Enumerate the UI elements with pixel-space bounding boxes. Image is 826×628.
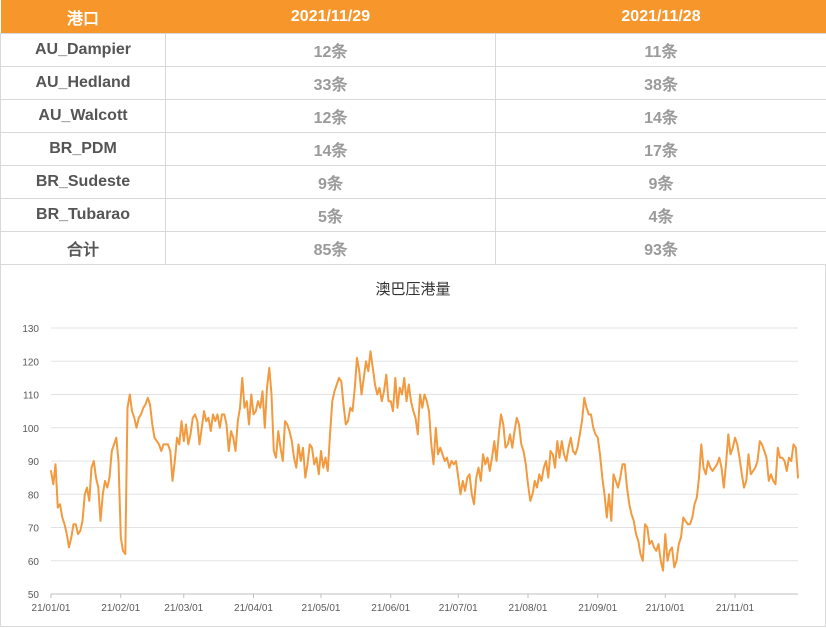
header-port: 港口: [0, 0, 166, 34]
y-tick-label: 80: [28, 490, 40, 501]
count-date-1: 12条: [165, 33, 496, 67]
total-date-2: 93条: [495, 231, 826, 265]
header-date-2: 2021/11/28: [495, 0, 826, 34]
x-tick-label: 21/10/01: [646, 603, 685, 614]
table-row: AU_Dampier 12条 11条: [0, 33, 826, 67]
x-tick-label: 21/09/01: [578, 603, 617, 614]
table-row: BR_PDM 14条 17条: [0, 132, 826, 166]
y-tick-label: 70: [28, 524, 40, 535]
table-total-row: 合计 85条 93条: [0, 231, 826, 265]
x-axis: 21/01/01 21/02/01 21/03/01 21/04/01 21/05/01…: [32, 594, 755, 614]
count-date-2: 17条: [495, 132, 826, 166]
y-tick-label: 90: [28, 457, 40, 468]
y-tick-label: 110: [23, 391, 39, 402]
x-tick-label: 21/07/01: [439, 603, 478, 614]
gridlines: [51, 327, 798, 595]
count-date-1: 9条: [165, 165, 496, 199]
count-date-1: 12条: [165, 99, 496, 133]
x-tick-label: 21/06/01: [371, 603, 410, 614]
port-name: BR_Tubarao: [0, 198, 166, 232]
table-row: AU_Hedland 33条 38条: [0, 66, 826, 100]
total-label: 合计: [0, 231, 166, 265]
series-line-ausbr-port-congestion: [50, 350, 799, 572]
y-tick-label: 120: [22, 357, 39, 368]
x-tick-label: 21/08/01: [509, 603, 548, 614]
header-date-1: 2021/11/29: [165, 0, 496, 34]
port-table: 港口 2021/11/29 2021/11/28 AU_Dampier 12条 …: [0, 0, 826, 265]
count-date-2: 9条: [495, 165, 826, 199]
count-date-2: 11条: [495, 33, 826, 67]
port-name: AU_Walcott: [0, 99, 166, 133]
x-tick-label: 21/02/01: [101, 603, 140, 614]
x-tick-label: 21/03/01: [164, 603, 203, 614]
x-tick-label: 21/05/01: [302, 603, 341, 614]
table-header-row: 港口 2021/11/29 2021/11/28: [0, 0, 826, 34]
count-date-2: 4条: [495, 198, 826, 232]
y-axis: 50 60 70 80 90 100 110 120 130: [22, 324, 39, 601]
table-row: BR_Sudeste 9条 9条: [0, 165, 826, 199]
y-tick-label: 60: [28, 557, 40, 568]
count-date-2: 14条: [495, 99, 826, 133]
count-date-1: 33条: [165, 66, 496, 100]
x-tick-label: 21/11/01: [716, 603, 755, 614]
y-tick-label: 50: [28, 590, 40, 601]
table-row: BR_Tubarao 5条 4条: [0, 198, 826, 232]
y-tick-label: 100: [22, 424, 39, 435]
port-name: BR_Sudeste: [0, 165, 166, 199]
chart-container: 澳巴压港量 50 60 70 80 90 100 110 120 130 21/01/01 21/…: [0, 264, 826, 627]
x-tick-label: 21/01/01: [32, 603, 71, 614]
table-row: AU_Walcott 12条 14条: [0, 99, 826, 133]
count-date-1: 14条: [165, 132, 496, 166]
count-date-1: 5条: [165, 198, 496, 232]
chart-title: 澳巴压港量: [375, 281, 451, 298]
port-name: AU_Dampier: [0, 33, 166, 67]
port-name: AU_Hedland: [0, 66, 166, 100]
total-date-1: 85条: [165, 231, 496, 265]
count-date-2: 38条: [495, 66, 826, 100]
x-tick-label: 21/04/01: [234, 603, 273, 614]
port-name: BR_PDM: [0, 132, 166, 166]
y-tick-label: 130: [22, 324, 39, 335]
